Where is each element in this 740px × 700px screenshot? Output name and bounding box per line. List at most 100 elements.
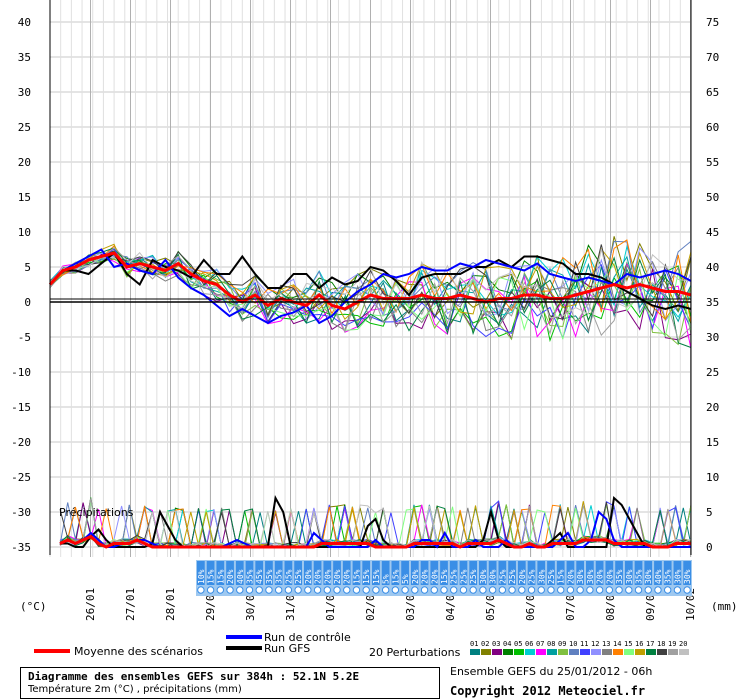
probability-cell [644,561,653,585]
probability-cell [459,561,468,585]
snow-flake-icon [518,586,526,594]
left-tick-label: -25 [11,471,31,484]
probability-label: 15% [216,569,225,584]
probability-cell [449,561,458,585]
probability-cell [410,561,419,585]
probability-cell [537,561,546,585]
probability-label: 35% [664,569,673,584]
legend-perturbations-label: 20 Perturbations [369,646,461,659]
right-tick-label: 70 [706,51,719,64]
snow-flake-icon [440,586,448,594]
legend-member-swatch [613,649,623,655]
probability-cell [381,561,390,585]
snow-flake-icon [197,586,205,594]
legend-member-id: 18 [657,640,665,648]
footer-title: Diagramme des ensembles GEFS sur 384h : … [28,670,360,683]
probability-cell [255,561,264,585]
date-label: 04/02 [444,588,457,621]
probability-label: 20% [411,569,420,584]
legend-member-swatch [470,649,480,655]
mean-precip-line [59,534,691,549]
right-tick-label: 0 [706,541,713,554]
legend-member-id: 17 [646,640,654,648]
left-tick-label: 15 [18,191,31,204]
legend-member-id: 16 [635,640,643,648]
probability-cell [313,561,322,585]
probability-cell [362,561,371,585]
date-label: 10/02 [684,588,697,621]
right-tick-label: 10 [706,471,719,484]
probability-label: 10% [197,569,206,584]
legend-member-id: 11 [580,640,588,648]
probability-cell [624,561,633,585]
snow-flake-icon [576,586,584,594]
footer-run-info: Ensemble GEFS du 25/01/2012 - 06h [450,665,653,678]
probability-cell [235,561,244,585]
legend-member-id: 14 [613,640,621,648]
snow-flake-icon [634,586,643,594]
legend-member-swatch [602,649,612,655]
legend-member-id: 01 [470,640,478,648]
snow-flake-icon [537,586,545,594]
probability-label: 30% [683,569,692,584]
snow-flake-icon [255,586,263,594]
probability-label: 20% [343,569,352,584]
snow-flake-icon [586,586,594,594]
probability-label: 25% [284,569,293,584]
member-temp-line [49,244,692,320]
probability-cell [663,561,672,585]
probability-cell [440,561,448,585]
snow-flake-icon [236,586,244,594]
legend-member-id: 07 [536,640,544,648]
probability-label: 35% [265,569,274,584]
legend-member-swatch [646,649,656,655]
probability-label: 20% [304,569,313,584]
probability-cell [372,561,380,585]
probability-label: 35% [245,569,254,584]
left-axis-unit: (°C) [20,600,47,613]
date-label: 09/02 [644,588,657,621]
probability-label: 30% [479,569,488,584]
date-label: 08/02 [604,588,617,621]
snow-flake-icon [673,586,682,594]
legend-member-id: 19 [668,640,676,648]
probability-label: 30% [644,569,653,584]
legend-member-swatch [580,649,590,655]
probability-cell [342,561,351,585]
probability-cell [430,561,439,585]
snow-flake-icon [547,586,555,594]
date-label: 01/02 [324,588,337,621]
right-tick-label: 40 [706,261,719,274]
probability-label: 20% [314,569,323,584]
snow-flake-icon [644,586,652,594]
probability-label: 25% [459,569,468,584]
snow-flake-icon [401,586,409,594]
gfs-precip-line [60,494,691,548]
legend-member-swatch [481,649,491,655]
date-label: 26/01 [84,588,97,621]
legend: Moyenne des scénarios Run de contrôleRun … [34,631,689,659]
probability-label: 20% [566,569,575,584]
probability-cell [576,561,585,585]
snow-flake-icon [654,586,662,594]
probability-label: 30% [489,569,498,584]
probability-label: 20% [596,569,605,584]
probability-cell [226,561,234,585]
probability-cell [274,561,283,585]
probability-label: 20% [323,569,332,584]
probability-cell [420,561,429,585]
precip-label: Précipitations [59,506,134,519]
probability-label: 5% [382,574,391,584]
probability-cell [566,561,575,585]
date-label: 05/02 [484,588,497,621]
right-tick-label: 30 [706,331,719,344]
snow-flake-icon [304,586,312,594]
snow-flake-icon [430,586,438,594]
date-label: 28/01 [164,588,177,621]
left-tick-label: 5 [24,261,31,274]
right-tick-label: 75 [706,16,719,29]
probability-cell [488,561,497,585]
probability-cell [508,561,516,585]
snow-flake-icon [381,586,390,594]
